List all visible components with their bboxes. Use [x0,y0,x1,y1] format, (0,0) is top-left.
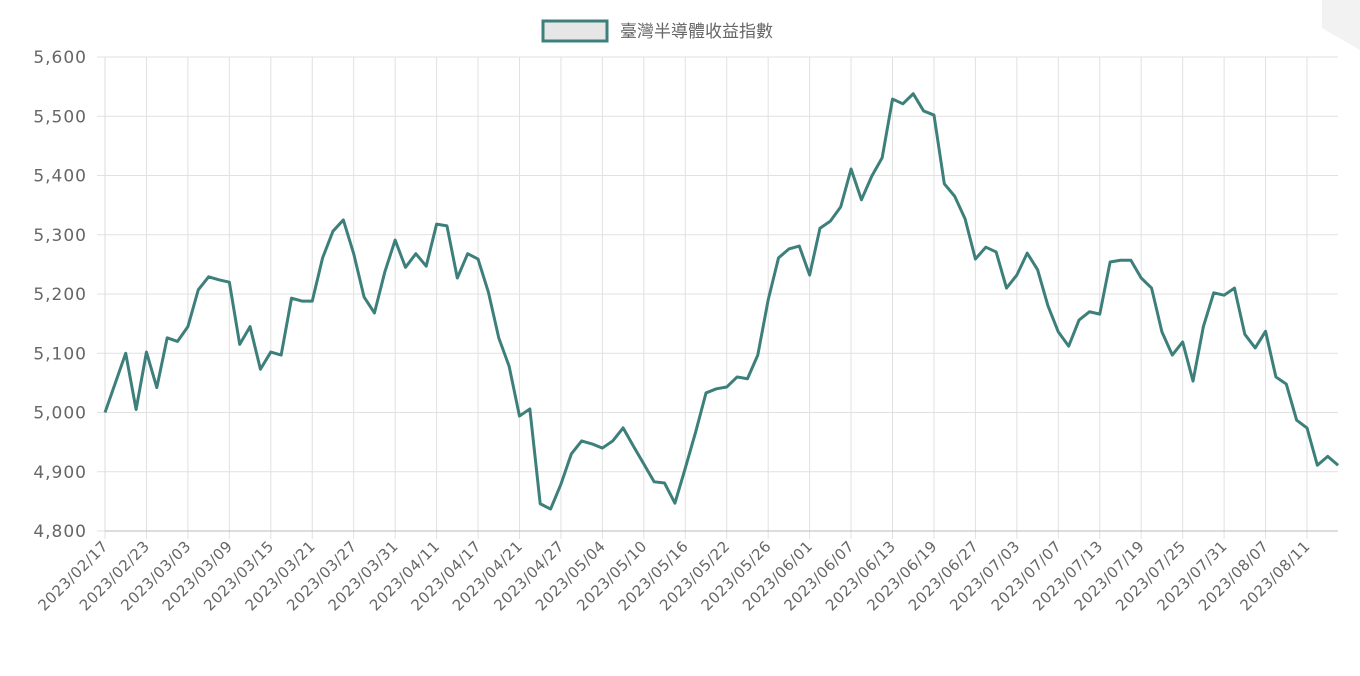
y-tick-label: 5,000 [33,404,87,424]
grid [97,56,1338,539]
y-tick-label: 5,500 [33,107,87,127]
y-tick-label: 5,300 [33,226,87,246]
y-tick-label: 4,800 [33,522,87,542]
x-tick-label: 2023/02/17 [34,537,111,614]
series-line [103,92,1340,511]
y-tick-label: 5,200 [33,285,87,305]
legend: 臺灣半導體收益指數 [541,19,773,43]
plot [103,92,1340,511]
y-tick-label: 5,600 [33,48,87,68]
y-tick-label: 5,400 [33,167,87,187]
legend-label: 臺灣半導體收益指數 [620,22,773,42]
y-tick-label: 4,900 [33,463,87,483]
y-tick-label: 5,100 [33,344,87,364]
legend-swatch [541,19,609,43]
corner-decoration [1322,0,1360,50]
